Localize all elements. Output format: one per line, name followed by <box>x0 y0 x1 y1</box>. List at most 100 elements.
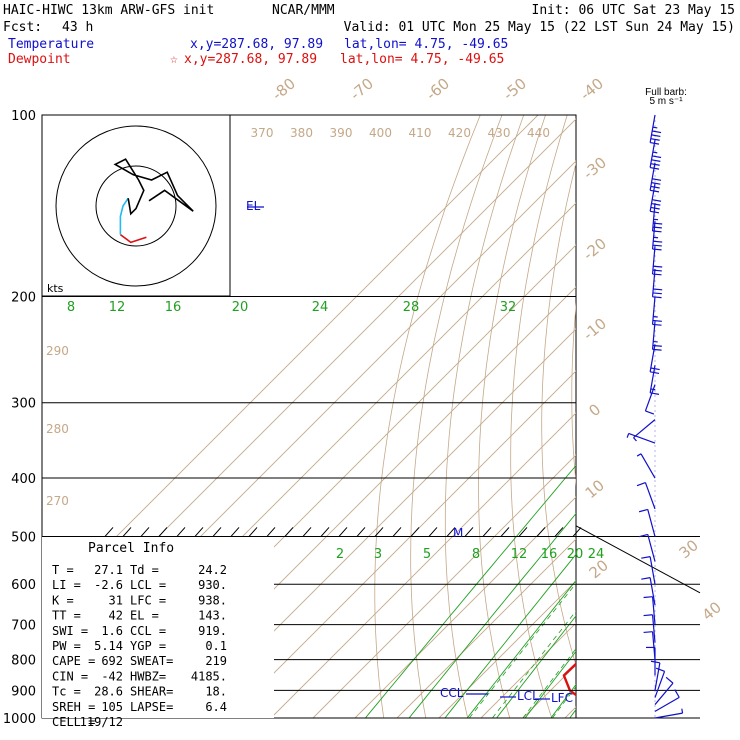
wind-barb <box>654 676 674 705</box>
parcel-info-cell: LCL = <box>130 578 166 592</box>
moist-adiabat-5 <box>522 648 576 718</box>
hatch-mark <box>248 527 258 537</box>
hatch-mark <box>518 527 528 537</box>
wind-barb-flag <box>652 319 662 322</box>
dry-adiabat-290 <box>510 115 568 718</box>
wind-barb-staff <box>654 696 680 712</box>
parcel-info-cell: TT = <box>52 609 81 623</box>
dewpoint-star-icon: ☆ <box>170 52 178 67</box>
wind-barb-half-flag <box>633 437 637 442</box>
wind-barb-flag <box>651 182 661 185</box>
wind-barb-flag <box>650 138 660 141</box>
mixing-ratio-label: 12 <box>511 547 528 562</box>
isotherm-40 <box>649 115 740 718</box>
wind-barb <box>641 556 656 585</box>
mixing-ratio-label: 20 <box>567 547 584 562</box>
wind-barb <box>654 689 680 712</box>
isotherm-label: -70 <box>347 74 377 104</box>
hatch-mark <box>176 527 186 537</box>
isotherm--10 <box>438 580 576 718</box>
mixing-ratio-line-12 <box>550 683 576 718</box>
pressure-tick-label: 1000 <box>3 712 36 727</box>
theta-label: 370 <box>251 126 274 140</box>
theta-label: 390 <box>330 126 353 140</box>
wind-barb-staff <box>651 268 656 297</box>
hodograph-frame <box>41 114 231 297</box>
wind-barb <box>649 114 662 145</box>
wind-barb-staff <box>649 556 656 585</box>
parcel-info-cell: PW = <box>52 639 81 653</box>
wind-barb-flag <box>653 288 663 291</box>
mixing-ratio-label: 8 <box>472 547 480 562</box>
wind-barb-staff <box>644 482 656 510</box>
theta-label: 410 <box>409 126 432 140</box>
pressure-tick-label: 900 <box>11 684 36 699</box>
isotherm--30 <box>354 496 576 718</box>
wind-barb-staff <box>647 509 656 537</box>
mixing-ratio-label: 24 <box>588 547 605 562</box>
hatch-mark <box>266 527 276 537</box>
hodograph-trace-cyan <box>119 197 129 235</box>
wind-barb-staff <box>649 365 656 393</box>
dry-adiabat-260 <box>410 115 503 718</box>
dewpoint-profile <box>562 662 576 697</box>
hatch-mark <box>230 527 240 537</box>
wind-barb-half-flag <box>652 151 658 154</box>
marker-lfc: LFC <box>551 691 573 705</box>
parcel-info-cell: T = <box>52 563 74 577</box>
wind-barb-flag <box>655 667 665 672</box>
pressure-tick-label: 200 <box>11 291 36 306</box>
parcel-info-cell: 1.6 <box>101 624 123 638</box>
moist-adiabat-8 <box>552 685 576 718</box>
pressure-tick-label: 800 <box>11 654 36 669</box>
parcel-info-cell: 31 <box>109 593 123 607</box>
wind-barb-flag <box>653 240 663 243</box>
hatch-mark <box>554 527 564 537</box>
parcel-info-cell: 27.1 <box>94 563 123 577</box>
mixing-ratio-label: 16 <box>165 300 182 315</box>
wind-barb-staff <box>649 139 656 168</box>
mixing-ratio-label: 12 <box>109 300 126 315</box>
parcel-info-cell: 143. <box>198 609 227 623</box>
temperature-location: x,y=287.68, 97.89 <box>190 37 323 52</box>
parcel-info-cell: 119/12 <box>80 715 123 729</box>
wind-barb <box>651 268 663 299</box>
wind-barb <box>638 508 656 537</box>
mixing-ratio-label: 20 <box>232 300 249 315</box>
isotherm--70 <box>186 328 576 718</box>
parcel-info-cell: -2.6 <box>94 578 123 592</box>
wind-barb <box>626 432 656 444</box>
isotherm--130 <box>42 115 539 612</box>
wind-barb-staff <box>651 614 656 643</box>
wind-barb-flag <box>638 533 648 538</box>
wind-barb <box>636 482 656 510</box>
hodograph-trace-black <box>113 158 194 216</box>
wind-barb <box>651 296 662 326</box>
hatch-mark <box>320 527 330 537</box>
moist-adiabat-3 <box>492 610 576 718</box>
marker-m: M <box>453 526 463 540</box>
wind-barb <box>654 667 666 698</box>
hodograph-ring <box>55 125 217 287</box>
dewpoint-location: x,y=287.68, 97.89 <box>184 52 317 67</box>
barb-legend-line1: Full barb: <box>645 87 687 98</box>
wind-barb <box>643 614 656 643</box>
theta-label: 280 <box>46 422 69 436</box>
hatch-mark <box>122 527 132 537</box>
mixing-ratio-line-20 <box>585 297 740 719</box>
mixing-ratio-label: 32 <box>500 300 517 315</box>
wind-barb <box>651 221 663 251</box>
parcel-info-cell: SREH = <box>52 700 95 714</box>
pressure-tick-label: 400 <box>11 472 36 487</box>
hodograph-ring <box>95 165 177 247</box>
wind-barb <box>651 246 663 276</box>
wind-barb-staff <box>647 534 656 562</box>
isotherm-label: 40 <box>699 598 725 624</box>
wind-barb-flag <box>636 482 646 487</box>
wind-barb <box>649 183 662 214</box>
wind-barb <box>641 577 656 606</box>
wind-barb-staff <box>651 246 656 275</box>
hatch-mark <box>104 527 114 537</box>
